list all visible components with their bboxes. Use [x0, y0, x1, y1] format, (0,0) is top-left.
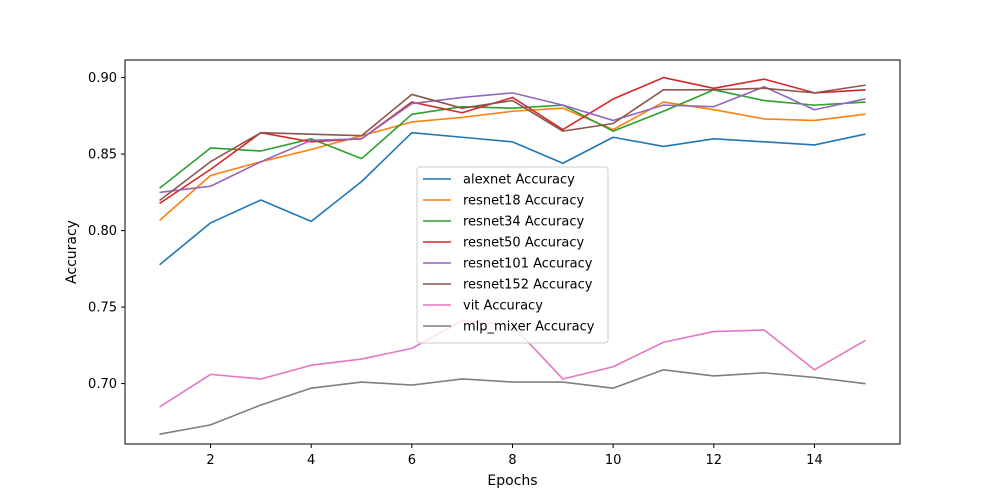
legend-label-1: resnet18 Accuracy — [463, 194, 584, 209]
x-axis: 2 4 6 8 10 12 14 — [206, 444, 823, 468]
y-axis: 0.70 0.75 0.80 0.85 0.90 — [88, 71, 125, 392]
y-axis-label: Accuracy — [64, 220, 80, 284]
legend-label-5: resnet152 Accuracy — [463, 278, 593, 293]
series-line-7 — [159, 368, 866, 435]
plot-lines — [159, 76, 866, 435]
x-tick-label: 8 — [508, 453, 516, 468]
y-tick-label: 0.90 — [88, 71, 117, 86]
series-line-2 — [159, 89, 866, 189]
series-line-4 — [159, 85, 866, 194]
series-line-0 — [159, 131, 866, 266]
y-tick-label: 0.75 — [88, 301, 117, 316]
x-axis-label: Epochs — [487, 473, 537, 489]
legend-label-4: resnet101 Accuracy — [463, 257, 593, 272]
x-tick-label: 2 — [206, 453, 214, 468]
y-tick-label: 0.70 — [88, 377, 117, 392]
legend: alexnet Accuracy resnet18 Accuracy resnet3… — [416, 166, 609, 344]
series-line-3 — [159, 76, 866, 205]
legend-label-6: vit Accuracy — [463, 299, 543, 314]
legend-label-7: mlp_mixer Accuracy — [463, 320, 595, 335]
series-line-5 — [159, 84, 866, 202]
legend-label-2: resnet34 Accuracy — [463, 215, 584, 230]
x-tick-label: 4 — [307, 453, 315, 468]
x-tick-label: 10 — [605, 453, 622, 468]
legend-label-0: alexnet Accuracy — [463, 173, 575, 188]
x-tick-label: 14 — [806, 453, 823, 468]
series-line-1 — [159, 101, 866, 221]
legend-frame — [416, 166, 609, 344]
x-tick-label: 6 — [408, 453, 416, 468]
x-tick-label: 12 — [706, 453, 723, 468]
y-tick-label: 0.85 — [88, 148, 117, 163]
y-tick-label: 0.80 — [88, 224, 117, 239]
legend-label-3: resnet50 Accuracy — [463, 236, 584, 251]
